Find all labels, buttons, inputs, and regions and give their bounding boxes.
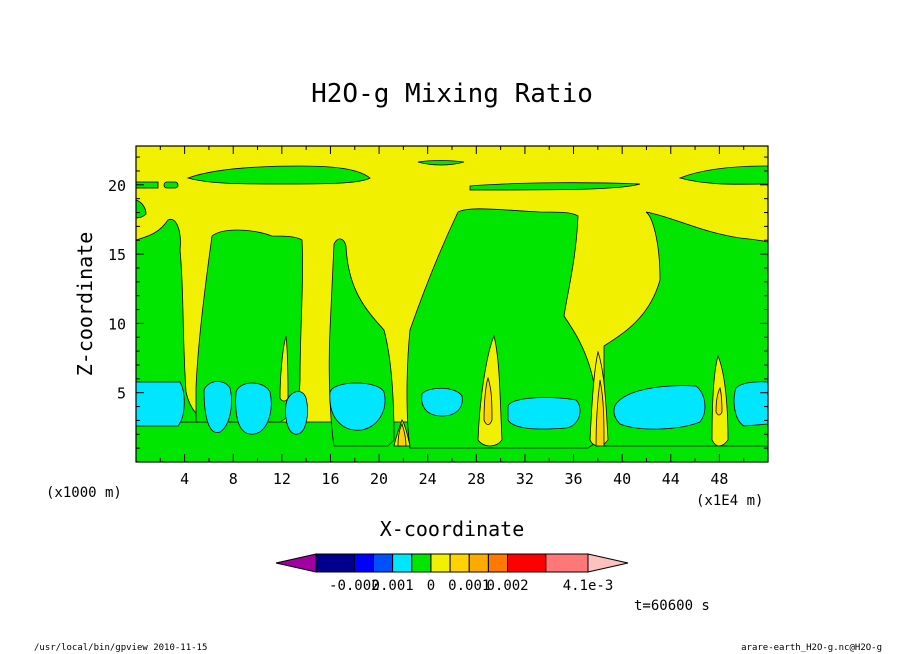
x-tick-label: 32: [516, 470, 534, 488]
y-tick-label: 20: [108, 177, 126, 195]
green-region-col-26: [406, 208, 601, 449]
y-axis-label: Z-coordinate: [73, 232, 97, 377]
x-tick-label: 4: [180, 470, 189, 488]
x-unit-label: (x1000 m): [46, 485, 122, 501]
colorbar-segment: [411, 553, 432, 573]
green-region-col-8: [195, 229, 303, 423]
colorbar-tick-label: 0: [427, 578, 435, 594]
cyan-region-8: [613, 385, 706, 430]
colorbar-segment: [430, 553, 451, 573]
y-tick-label: 5: [117, 385, 126, 403]
colorbar-high-arrow: [587, 553, 629, 573]
cyan-region-1: [136, 381, 185, 427]
cyan-region-3: [235, 382, 272, 435]
x-axis-ticks: 4 8 12 16 20 24 28 32 36 40 44 48: [159, 146, 745, 488]
green-band-top-left: [136, 181, 159, 189]
colorbar-low-arrow: [275, 553, 317, 573]
x-tick-label: 40: [613, 470, 631, 488]
colorbar-segment: [353, 553, 374, 573]
x-tick-label: 44: [662, 470, 680, 488]
x-tick-label: 12: [273, 470, 291, 488]
colorbar-segment: [487, 553, 509, 573]
colorbar-segment: [449, 553, 470, 573]
x-tick-label: 16: [321, 470, 339, 488]
green-notch-left: [136, 199, 147, 219]
orange-regions: [397, 376, 723, 447]
colorbar-segment: [392, 553, 413, 573]
cyan-region-6: [421, 387, 463, 417]
colorbar-segment: [372, 553, 394, 573]
green-spot-top-left: [163, 181, 179, 189]
cyan-region-9: [733, 381, 768, 427]
x-axis-label: X-coordinate: [380, 517, 525, 541]
green-region-left: [136, 218, 211, 423]
green-regions: [136, 160, 768, 462]
orange-region-29: [483, 376, 493, 425]
orange-region-21: [397, 422, 407, 447]
green-region-col-44: [603, 211, 768, 447]
colorbar-tick-label: 0.001: [372, 578, 414, 594]
colorbar-segment: [468, 553, 489, 573]
footer-right: arare-earth_H2O-g.nc@H2O-g: [741, 643, 882, 653]
cyan-region-7: [507, 397, 581, 430]
x-tick-label: 28: [467, 470, 485, 488]
x-tick-label: 20: [370, 470, 388, 488]
cyan-region-2: [203, 381, 232, 433]
cyan-region-4: [285, 391, 308, 435]
colorbar-tick-label: 0.001: [448, 578, 490, 594]
x-tick-label: 8: [229, 470, 238, 488]
y-tick-label: 15: [108, 246, 126, 264]
y-tick-label: 10: [108, 315, 126, 333]
time-label: t=60600 s: [634, 598, 710, 614]
colorbar-tick-label: 4.1e-3: [563, 578, 614, 594]
footer-left: /usr/local/bin/gpview 2010-11-15: [34, 643, 207, 653]
x-tick-label: 36: [565, 470, 583, 488]
x-scale-label: (x1E4 m): [696, 493, 763, 509]
yellow-gap-12: [279, 335, 289, 402]
x-tick-label: 48: [710, 470, 728, 488]
orange-region-47: [715, 386, 723, 416]
chart-title: H2O-g Mixing Ratio: [311, 79, 593, 109]
colorbar-segment: [545, 553, 589, 573]
cyan-region-5: [329, 382, 386, 431]
colorbar-segment: [315, 553, 355, 573]
x-tick-label: 24: [419, 470, 437, 488]
cyan-regions: [136, 381, 768, 435]
green-band-top-3: [678, 165, 768, 185]
green-band-top-2: [469, 182, 641, 191]
green-band-top-1: [186, 165, 371, 185]
colorbar-tick-label: 0.002: [486, 578, 528, 594]
orange-region-38: [595, 379, 605, 447]
colorbar-segment: [507, 553, 547, 573]
colorbar-tick-label: -0.002: [329, 578, 380, 594]
green-band-top-4: [417, 160, 465, 166]
y-axis-ticks: 5 10 15 20: [108, 156, 768, 449]
plot-area: [136, 146, 768, 462]
